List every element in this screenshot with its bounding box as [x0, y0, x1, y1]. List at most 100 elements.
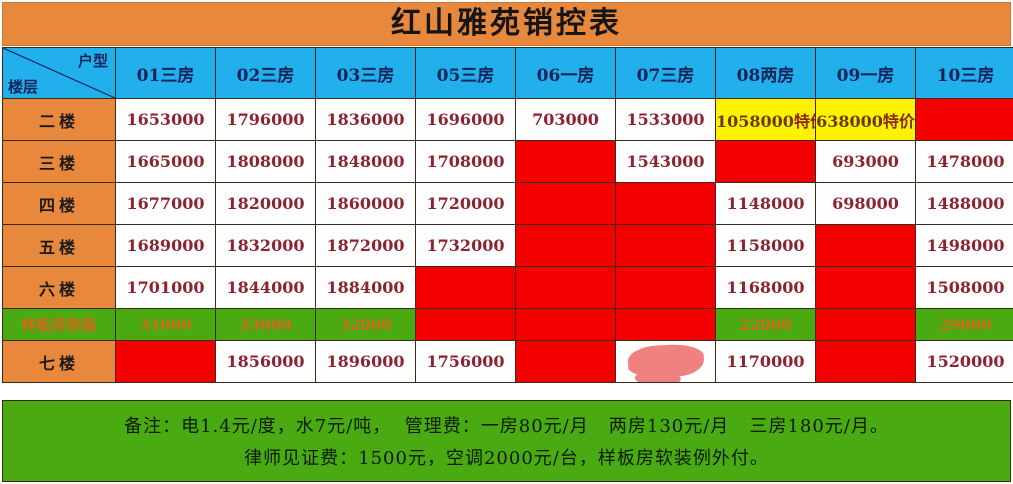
row-label-floor[interactable]: 五楼: [2, 224, 116, 267]
cell-price[interactable]: 703000: [515, 98, 616, 141]
cell-price[interactable]: 1848000: [315, 140, 416, 183]
cell-price[interactable]: 1860000: [315, 182, 416, 225]
table-row: 四楼 1677000 1820000 1860000 1720000 1148000 698…: [2, 182, 1013, 225]
column-header-3[interactable]: 03三房: [315, 47, 416, 99]
cell-price[interactable]: 1756000: [415, 340, 516, 383]
cell-suite-price[interactable]: 33000: [215, 308, 316, 341]
footer-notes: 备注：电1.4元/度，水7元/吨， 管理费：一房80元/月 两房130元/月 三…: [2, 400, 1011, 482]
row-label-floor[interactable]: 三楼: [2, 140, 116, 183]
scribble-mark-icon: [627, 343, 705, 379]
cell-price[interactable]: 1677000: [115, 182, 216, 225]
cell-price[interactable]: 1665000: [115, 140, 216, 183]
cell-suite-price[interactable]: 31000: [115, 308, 216, 341]
cell-price[interactable]: 1653000: [115, 98, 216, 141]
row-label-floor[interactable]: 二楼: [2, 98, 116, 141]
cell-price[interactable]: 1508000: [915, 266, 1013, 309]
cell-price[interactable]: 1168000: [715, 266, 816, 309]
cell-sold: [815, 340, 916, 383]
sheet-title-bar: 红山雅苑销控表: [2, 2, 1011, 46]
column-header-6[interactable]: 07三房: [615, 47, 716, 99]
cell-sold: [615, 224, 716, 267]
cell-sold: [115, 340, 216, 383]
cell-price[interactable]: 1696000: [415, 98, 516, 141]
column-header-1[interactable]: 01三房: [115, 47, 216, 99]
cell-special-price[interactable]: 638000特价: [815, 98, 916, 141]
column-header-9[interactable]: 10三房: [915, 47, 1013, 99]
column-header-4[interactable]: 05三房: [415, 47, 516, 99]
cell-price[interactable]: 1856000: [215, 340, 316, 383]
cell-sold: [715, 140, 816, 183]
cell-sold: [615, 266, 716, 309]
column-header-row: 户型 楼层 01三房 02三房 03三房 05三房 06一房 07三房 08两房 09一房 10…: [2, 47, 1013, 99]
cell-price[interactable]: 1158000: [715, 224, 816, 267]
table-row: 七楼 1856000 1896000 1756000 1170000 1520000: [2, 340, 1013, 383]
cell-sold: [815, 308, 916, 341]
special-price-value: 1058000: [716, 111, 794, 131]
cell-price[interactable]: 1808000: [215, 140, 316, 183]
cell-price[interactable]: 1148000: [715, 182, 816, 225]
cell-price[interactable]: 693000: [815, 140, 916, 183]
cell-price[interactable]: 1520000: [915, 340, 1013, 383]
table-row: 六楼 1701000 1844000 1884000 1168000 1508000: [2, 266, 1013, 309]
cell-price[interactable]: 1844000: [215, 266, 316, 309]
cell-price[interactable]: 1708000: [415, 140, 516, 183]
cell-price[interactable]: 1689000: [115, 224, 216, 267]
cell-sold: [615, 182, 716, 225]
notes-line-2: 律师见证费：1500元，空调2000元/台，样板房软装例外付。: [244, 448, 769, 469]
cell-price[interactable]: 1872000: [315, 224, 416, 267]
row-label-floor[interactable]: 六楼: [2, 266, 116, 309]
row-label-floor[interactable]: 七楼: [2, 340, 116, 383]
cell-scribbled-out: [615, 340, 716, 383]
cell-price[interactable]: 1498000: [915, 224, 1013, 267]
cell-price[interactable]: 1796000: [215, 98, 316, 141]
table-row: 五楼 1689000 1832000 1872000 1732000 1158000 149…: [2, 224, 1013, 267]
special-price-tag: 特价: [882, 111, 915, 131]
grid-body: 户型 楼层 01三房 02三房 03三房 05三房 06一房 07三房 08两房 09一房 10…: [2, 47, 1013, 383]
cell-price[interactable]: 1884000: [315, 266, 416, 309]
corner-label-floor: 楼层: [8, 78, 39, 96]
column-header-5[interactable]: 06一房: [515, 47, 616, 99]
table-row: 三楼 1665000 1808000 1848000 1708000 1543000 693…: [2, 140, 1013, 183]
price-grid: 户型 楼层 01三房 02三房 03三房 05三房 06一房 07三房 08两房 09一房 10…: [2, 47, 1013, 383]
cell-sold: [515, 340, 616, 383]
cell-sold: [415, 308, 516, 341]
cell-sold: [815, 224, 916, 267]
page-title: 红山雅苑销控表: [391, 6, 622, 41]
row-label-model-suite[interactable]: 样板房软装: [2, 308, 116, 341]
cell-price[interactable]: 1720000: [415, 182, 516, 225]
cell-price[interactable]: 1836000: [315, 98, 416, 141]
cell-sold: [415, 266, 516, 309]
cell-suite-price[interactable]: 32000: [315, 308, 416, 341]
cell-sold: [515, 266, 616, 309]
cell-sold: [815, 266, 916, 309]
notes-line-1: 备注：电1.4元/度，水7元/吨， 管理费：一房80元/月 两房130元/月 三…: [124, 416, 889, 437]
cell-sold: [915, 98, 1013, 141]
cell-sold: [615, 308, 716, 341]
column-header-2[interactable]: 02三房: [215, 47, 316, 99]
diagonal-divider-icon: [3, 48, 115, 98]
cell-price[interactable]: 1543000: [615, 140, 716, 183]
column-header-8[interactable]: 09一房: [815, 47, 916, 99]
cell-price[interactable]: 1478000: [915, 140, 1013, 183]
cell-price[interactable]: 1832000: [215, 224, 316, 267]
cell-special-price[interactable]: 1058000特价: [715, 98, 816, 141]
cell-price[interactable]: 1701000: [115, 266, 216, 309]
special-price-tag: 特价: [793, 111, 815, 131]
cell-price[interactable]: 1732000: [415, 224, 516, 267]
cell-price[interactable]: 1170000: [715, 340, 816, 383]
cell-price[interactable]: 1896000: [315, 340, 416, 383]
row-label-floor[interactable]: 四楼: [2, 182, 116, 225]
cell-price[interactable]: 698000: [815, 182, 916, 225]
corner-label-unit-type: 户型: [77, 52, 108, 70]
special-price-value: 638000: [816, 111, 883, 131]
column-header-7[interactable]: 08两房: [715, 47, 816, 99]
cell-price[interactable]: 1820000: [215, 182, 316, 225]
cell-sold: [515, 140, 616, 183]
cell-price[interactable]: 1488000: [915, 182, 1013, 225]
cell-price[interactable]: 1533000: [615, 98, 716, 141]
cell-sold: [515, 224, 616, 267]
cell-suite-price[interactable]: 22000: [715, 308, 816, 341]
cell-suite-price[interactable]: 29000: [915, 308, 1013, 341]
table-row: 样板房软装 31000 33000 32000 22000 29000: [2, 308, 1013, 341]
